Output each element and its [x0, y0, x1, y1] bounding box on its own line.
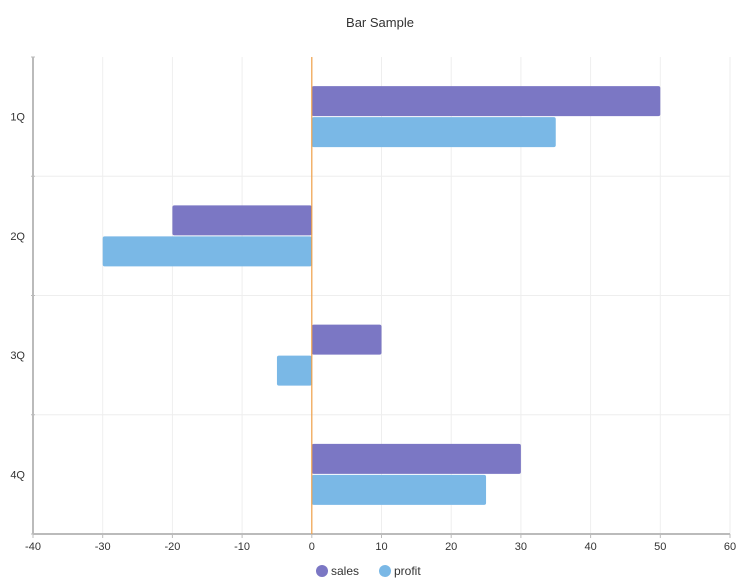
bars	[102, 86, 661, 505]
bar-profit-3Q[interactable]	[276, 355, 312, 386]
legend-marker-profit	[379, 565, 391, 577]
bar-profit-1Q[interactable]	[311, 117, 556, 148]
legend-label-sales: sales	[331, 564, 359, 578]
x-tick-label: -40	[25, 541, 41, 553]
bar-sales-2Q[interactable]	[172, 205, 312, 236]
x-tick-label: -30	[95, 541, 111, 553]
axes	[31, 56, 731, 538]
x-tick-label: 60	[724, 541, 736, 553]
bar-sales-4Q[interactable]	[311, 443, 521, 474]
x-tick-label: 50	[654, 541, 666, 553]
x-tick-label: 0	[309, 541, 315, 553]
category-label-1Q: 1Q	[10, 112, 25, 124]
legend-label-profit: profit	[394, 564, 421, 578]
chart-title: Bar Sample	[346, 15, 414, 30]
x-tick-label: 20	[445, 541, 457, 553]
x-tick-label: 40	[584, 541, 596, 553]
bar-sales-1Q[interactable]	[311, 86, 661, 117]
x-tick-label: -20	[164, 541, 180, 553]
bar-profit-4Q[interactable]	[311, 474, 487, 505]
x-tick-label: 30	[515, 541, 527, 553]
bar-profit-2Q[interactable]	[102, 236, 312, 267]
tick-labels: -40 -30 -20 -10 0 10 20 30 40 50 60 1Q 2Q 3Q 4Q	[10, 112, 736, 553]
legend[interactable]: sales profit	[316, 564, 421, 578]
category-label-2Q: 2Q	[10, 231, 25, 243]
legend-item-profit[interactable]: profit	[379, 564, 421, 578]
category-label-3Q: 3Q	[10, 350, 25, 362]
x-tick-label: -10	[234, 541, 250, 553]
legend-marker-sales	[316, 565, 328, 577]
bar-sales-3Q[interactable]	[311, 324, 382, 355]
legend-item-sales[interactable]: sales	[316, 564, 359, 578]
x-tick-label: 10	[375, 541, 387, 553]
category-label-4Q: 4Q	[10, 469, 25, 481]
